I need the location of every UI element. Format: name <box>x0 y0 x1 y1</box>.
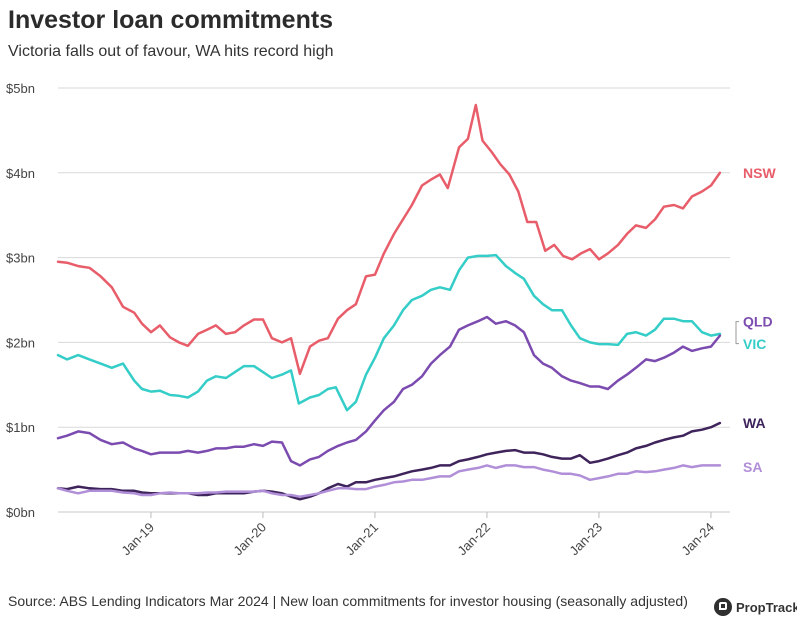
y-tick-label: $4bn <box>6 166 35 181</box>
label-bracket <box>735 321 739 345</box>
chart-subtitle: Victoria falls out of favour, WA hits re… <box>8 43 334 60</box>
series-label-nsw: NSW <box>743 165 776 181</box>
y-tick-label: $0bn <box>6 505 35 520</box>
x-tick-label: Jan-24 <box>678 520 717 559</box>
series-label-sa: SA <box>743 459 762 475</box>
proptrack-logo: PropTrack <box>714 598 797 616</box>
series-label-vic: VIC <box>743 336 766 352</box>
x-axis-ticks: Jan-19 Jan-20 Jan-21 Jan-22 Jan-23 Jan-24 <box>118 512 717 558</box>
series-line-wa <box>56 421 722 501</box>
grid-lines <box>58 87 730 513</box>
y-tick-label: $1bn <box>6 420 35 435</box>
x-tick-label: Jan-23 <box>566 520 605 559</box>
series-lines <box>56 103 722 501</box>
series-label-qld: QLD <box>743 314 773 330</box>
y-tick-label: $5bn <box>6 81 35 96</box>
x-tick-label: Jan-19 <box>118 520 157 559</box>
proptrack-logo-icon <box>714 598 732 616</box>
series-label-wa: WA <box>743 415 766 431</box>
y-axis-ticks: $0bn $1bn $2bn $3bn $4bn $5bn <box>6 81 35 520</box>
series-labels: NSW VIC QLD WA SA <box>735 165 776 475</box>
chart-title: Investor loan commitments <box>8 6 334 34</box>
y-tick-label: $2bn <box>6 335 35 350</box>
series-line-sa <box>56 464 722 498</box>
y-tick-label: $3bn <box>6 251 35 266</box>
line-chart: $0bn$1bn$2bn$3bn$4bn$5bn Jan-19 Jan-20 Jan… <box>6 81 776 558</box>
x-tick-label: Jan-21 <box>342 520 381 559</box>
series-line-vic <box>56 253 722 412</box>
series-line-nsw <box>56 103 722 376</box>
series-line-qld <box>56 315 722 467</box>
source-note: Source: ABS Lending Indicators Mar 2024 … <box>8 593 688 609</box>
x-tick-label: Jan-20 <box>230 520 269 559</box>
proptrack-logo-text: PropTrack <box>736 599 797 615</box>
x-tick-label: Jan-22 <box>454 520 493 559</box>
